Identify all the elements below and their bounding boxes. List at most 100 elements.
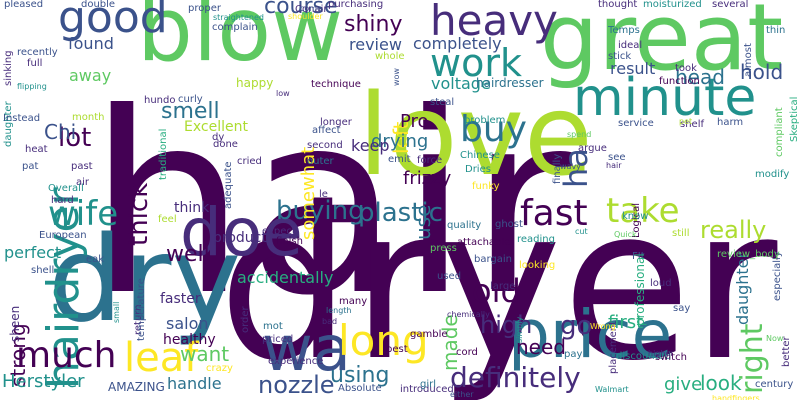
word-faster: faster [160,291,201,307]
word-ideal: ideal [618,40,643,51]
word-finish: finish [276,236,303,247]
word-love: love [358,71,593,201]
word-switch: switch [655,352,687,363]
word-lot: lot [58,123,92,153]
word-nozzle: nozzle [258,371,335,399]
word-simply: simply [515,316,524,343]
word-experience: experience [268,356,324,367]
word-handfingers: handfingers [712,394,760,400]
word-now: Now [766,334,784,343]
word-absolute: Absolute [338,383,382,394]
word-need: need [516,335,566,359]
word-head: head [675,65,725,89]
word-force: force [417,155,443,166]
word-know: know [622,211,649,222]
word-review-body: review_body [717,249,780,260]
word-pat: pat [22,161,39,172]
word-low: low [276,89,290,98]
word-traditional: traditional [158,128,169,180]
word-chinese: Chinese [460,150,500,161]
word-shoulder: shoulder [288,12,323,21]
word-le: le [319,189,328,200]
word-conair: Conair [295,4,328,15]
word-found: found [68,34,114,53]
word-shell: shell [31,265,55,276]
word-technique: technique [311,79,361,90]
word-complain: complain [212,22,258,33]
word-pet: pet [679,117,693,126]
word-either: either [450,390,474,399]
word-month: month [72,112,105,123]
word-service: service [618,118,654,129]
word-product: product [213,230,267,246]
word-steal: steal [430,97,455,108]
word-completely: completely [413,34,502,53]
word-wa: wa [262,312,351,385]
word-cord: cord [456,347,478,358]
word-sheen: sheen [8,306,22,343]
word-century: century [755,379,794,390]
word-leaf: leaf [124,335,199,381]
word-purchasing: purchasing [328,0,384,10]
word-frizzy: frizzy [403,168,452,189]
word-say: say [673,303,691,314]
word-heavy: heavy [430,0,558,45]
word-compliant: compliant [774,107,785,157]
word-go: go [560,311,593,341]
word-shelf: shelf [680,119,704,130]
word-hundo: hundo [144,95,176,106]
word-doe: doe [180,194,303,271]
word-old: old [472,272,521,310]
word-look: look [700,371,742,395]
word-course: course [264,0,338,19]
word-want: want [180,342,230,366]
word-pro: Pro [400,111,429,132]
word-dy: dy [212,132,225,143]
word-use: use [411,204,435,240]
word-fast: fast [520,193,588,234]
word-plastic: plastic [358,198,443,228]
word-took: took [675,63,697,74]
word-moisturized: moisturized [643,0,702,10]
word-double: double [81,0,116,10]
word-attachable: attachable [457,237,511,248]
word-proper: proper [188,3,221,14]
word-order: order [240,306,251,333]
word-away: away [69,66,112,85]
word-minute: minute [573,68,757,128]
word-hair: hair [88,59,572,350]
word-crazy: crazy [206,363,233,374]
word-cut: cut [575,227,588,236]
word-priced: priced [262,334,294,345]
word-take: take [606,191,680,231]
word-stick: stick [608,51,632,62]
word-temps: Temps [608,25,640,36]
word-funky: funky [472,181,500,192]
word-give: give [664,374,703,395]
word-done: done [213,139,238,150]
word-handle: handle [167,374,222,393]
word-argue: argue [578,143,607,154]
word-keep: keep [351,136,390,155]
word-mot: mot [263,321,283,332]
word-made: made [438,314,462,371]
word-high: high [480,311,533,339]
word-accidentally: accidentally [237,268,334,287]
word-thought: thought [598,0,638,10]
word-many: many [339,296,368,307]
word-modify: modify [755,169,790,180]
word-pay: pay [564,349,583,360]
word-problem: problem [464,115,506,126]
word-pleased: pleased [4,0,44,10]
word-perfect: perfect [4,243,62,262]
word-overall: Overall [48,183,84,194]
word-second: second [307,140,343,151]
word-hard: hard [51,195,74,206]
word-thick: thick [124,182,154,247]
word-quick: Quick [614,230,637,239]
word-come: come [300,4,323,13]
word-buy: buy [460,109,527,150]
word-emit: emit [388,154,411,165]
word-bargain: bargain [474,254,513,265]
